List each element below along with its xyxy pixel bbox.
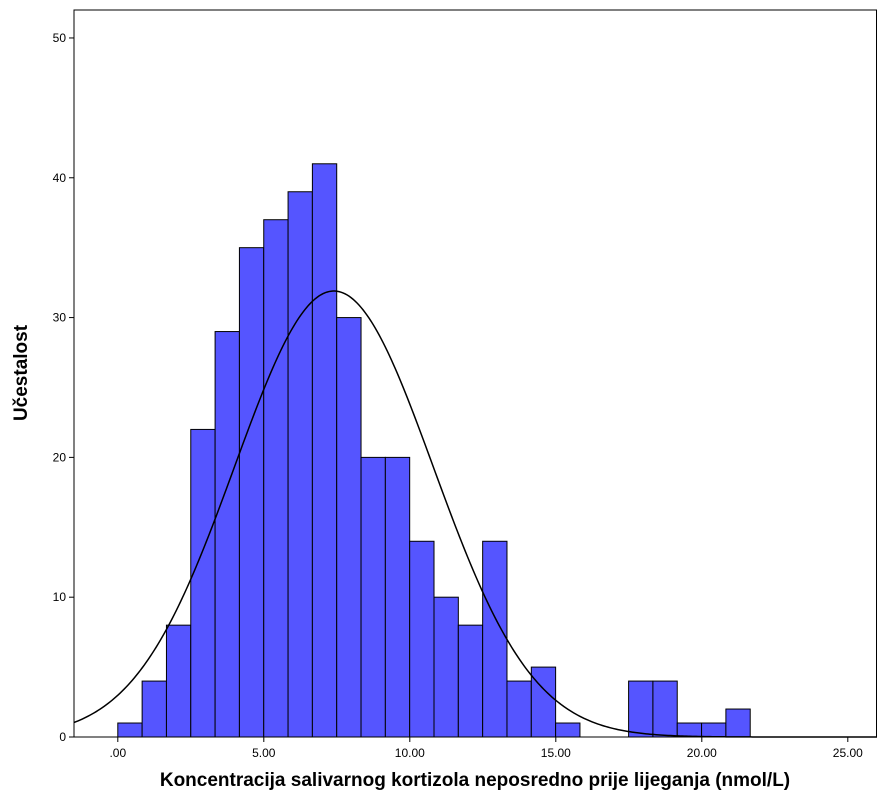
histogram-bar bbox=[117, 722, 143, 738]
histogram-bar bbox=[311, 163, 338, 738]
histogram-bar bbox=[336, 317, 362, 738]
histogram-bar bbox=[457, 624, 484, 738]
histogram-bar bbox=[725, 708, 751, 738]
y-axis-title: Učestalost bbox=[11, 324, 32, 421]
histogram-bar bbox=[628, 680, 654, 738]
histogram-bar bbox=[214, 331, 240, 738]
x-tick-label: 5.00 bbox=[252, 746, 276, 760]
histogram-bar bbox=[482, 540, 508, 738]
x-axis: .00 5.00 10.00 15.00 20.00 25.00 bbox=[109, 737, 863, 760]
histogram-bar bbox=[384, 456, 411, 738]
histogram-bar bbox=[530, 666, 557, 738]
x-axis-title: Koncentracija salivarnog kortizola nepos… bbox=[160, 770, 790, 791]
y-axis: 0 10 20 30 40 50 bbox=[53, 31, 74, 744]
histogram-bar bbox=[409, 540, 435, 738]
y-tick-label: 0 bbox=[59, 730, 66, 744]
y-tick-label: 10 bbox=[53, 590, 67, 604]
y-tick-label: 50 bbox=[53, 31, 67, 45]
x-tick-label: 10.00 bbox=[395, 746, 425, 760]
x-tick-label: 20.00 bbox=[687, 746, 717, 760]
y-tick-label: 30 bbox=[53, 311, 67, 325]
histogram-bar bbox=[141, 680, 167, 738]
histogram-bar bbox=[263, 219, 289, 738]
histogram-bar bbox=[555, 722, 581, 738]
histogram-bar bbox=[506, 680, 532, 738]
histogram-bar bbox=[676, 722, 703, 738]
x-tick-label: 15.00 bbox=[541, 746, 571, 760]
x-tick-label: .00 bbox=[109, 746, 126, 760]
histogram-bar bbox=[165, 624, 192, 738]
histogram-bar bbox=[287, 191, 313, 738]
bars-layer bbox=[117, 163, 751, 738]
y-tick-label: 40 bbox=[53, 171, 67, 185]
histogram-bar bbox=[360, 456, 386, 738]
histogram-bar bbox=[238, 247, 265, 738]
histogram-bar bbox=[190, 428, 216, 738]
y-tick-label: 20 bbox=[53, 450, 67, 464]
histogram-bar bbox=[701, 722, 727, 738]
histogram-bar bbox=[652, 680, 678, 738]
x-tick-label: 25.00 bbox=[833, 746, 863, 760]
histogram-bar bbox=[433, 596, 459, 738]
